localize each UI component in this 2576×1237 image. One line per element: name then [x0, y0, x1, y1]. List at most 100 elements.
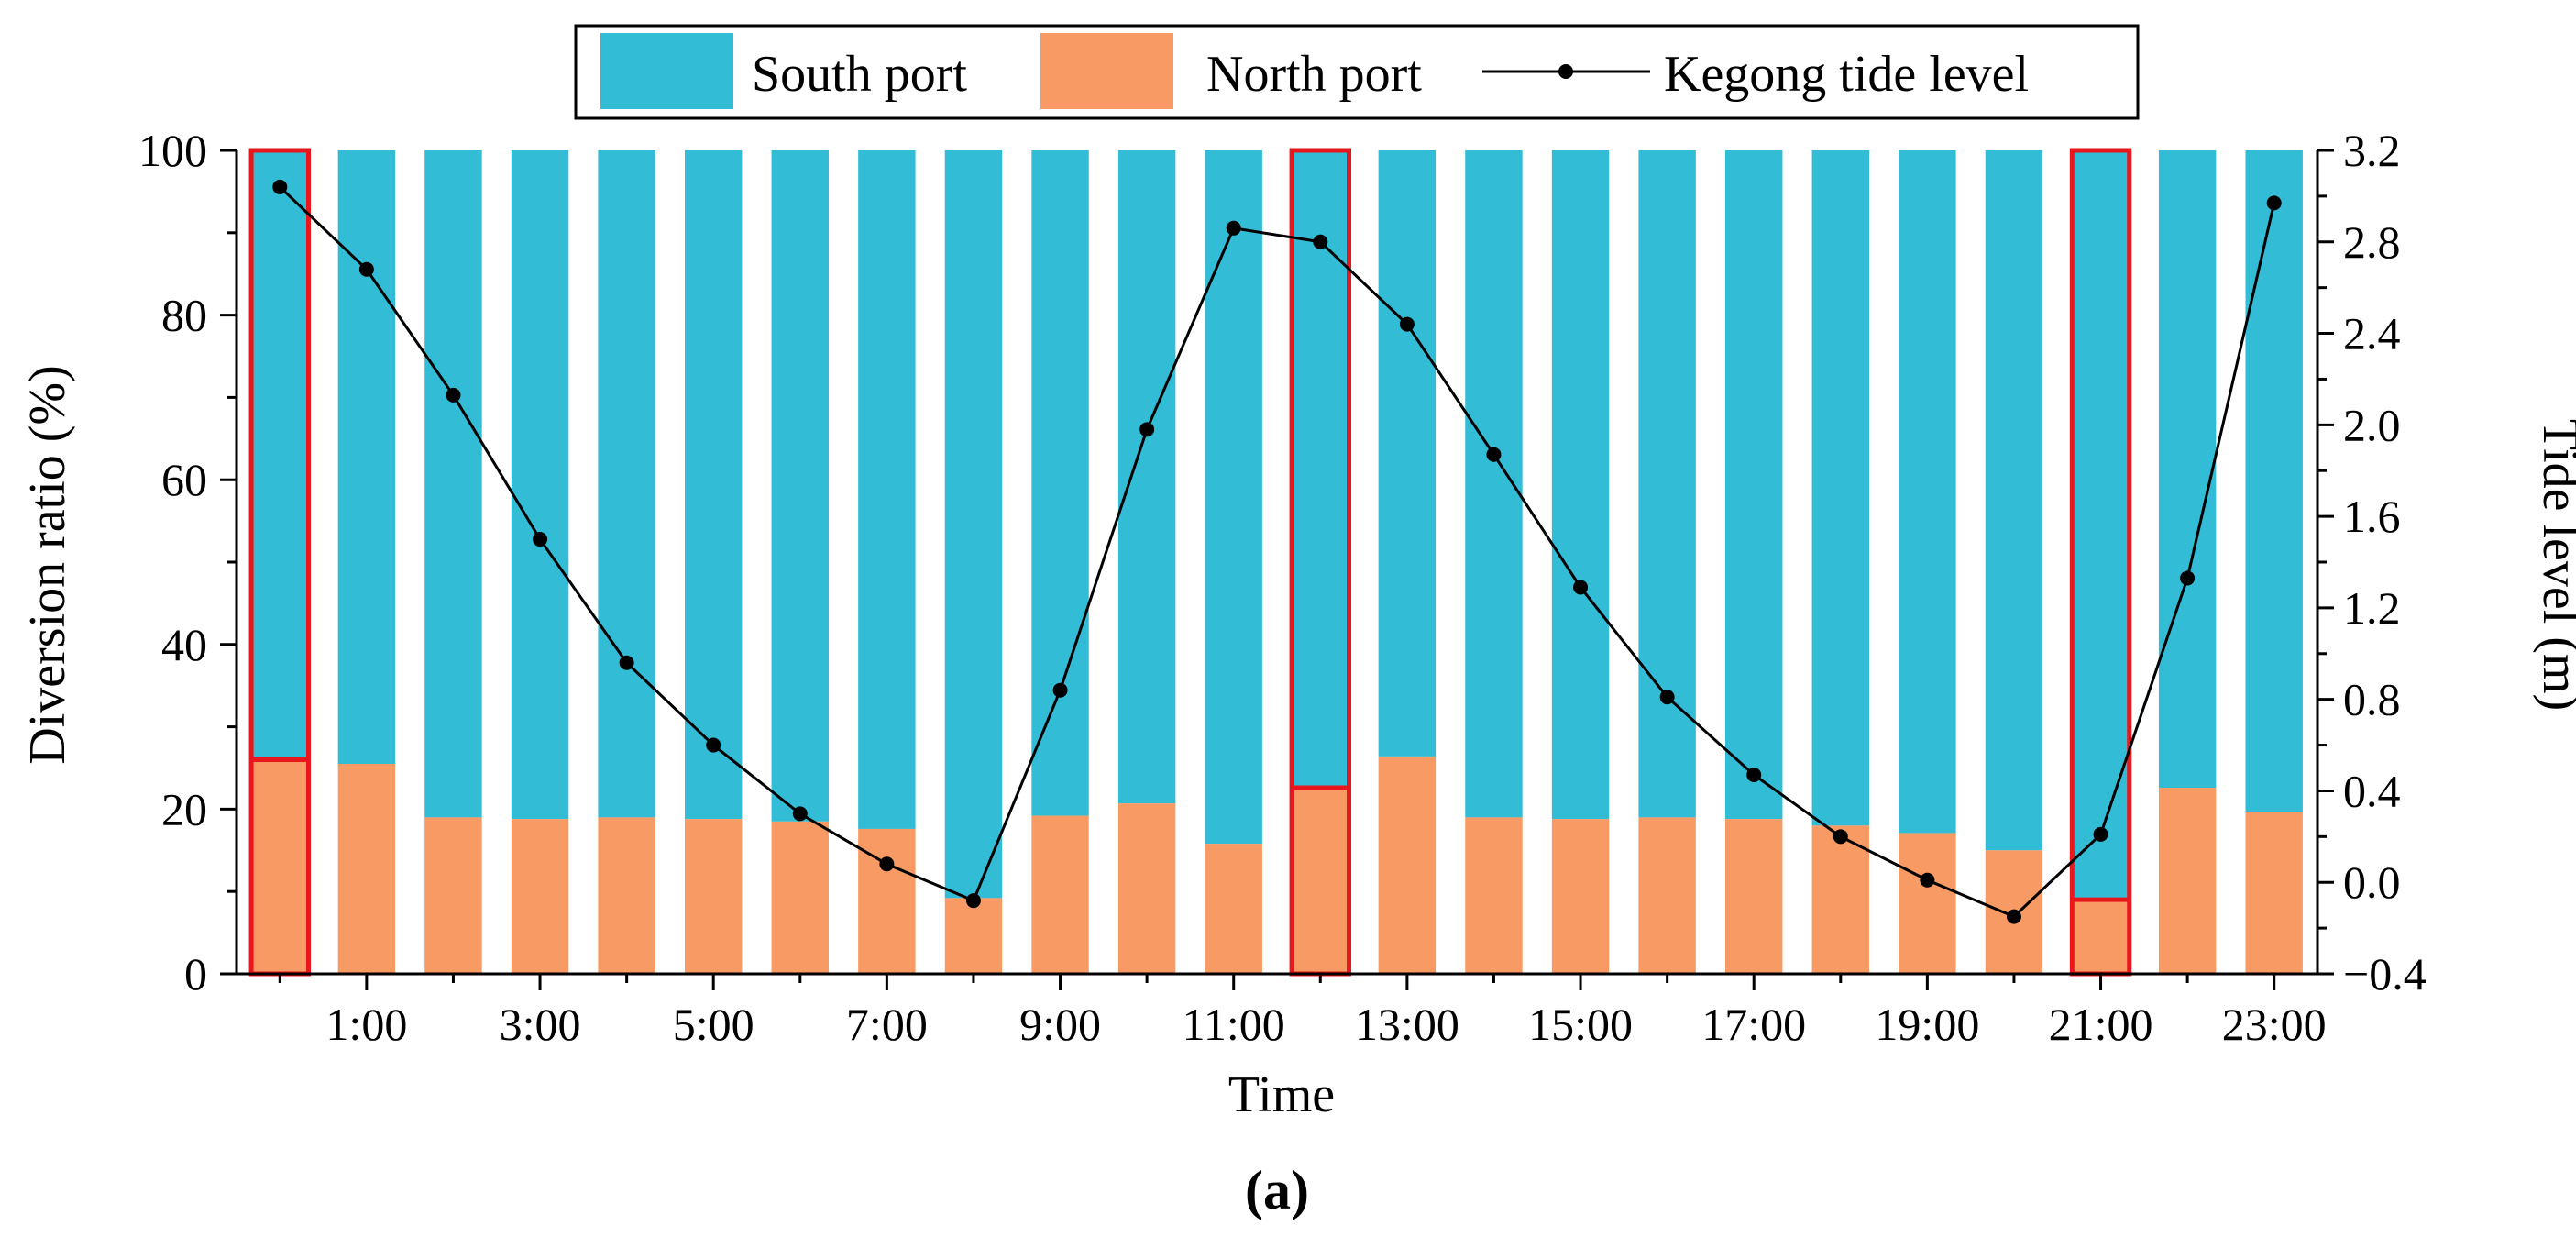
x-tick-label: 13:00 [1355, 999, 1459, 1050]
tide-level-point [358, 261, 374, 277]
y-left-tick-label: 0 [184, 948, 207, 1000]
bar-north-port [1811, 825, 1870, 974]
bar-north-port [1378, 756, 1437, 974]
bar-south-port [424, 150, 482, 818]
x-tick-label: 17:00 [1701, 999, 1806, 1050]
bar-north-port [1551, 819, 1610, 974]
y-right-tick-label: 2.8 [2343, 216, 2401, 268]
tide-level-point [879, 856, 895, 872]
bar-south-port [858, 150, 916, 829]
legend-label-south-port: South port [752, 46, 967, 103]
bar-south-port [2158, 150, 2217, 789]
panel-label: (a) [1245, 1160, 1309, 1220]
bar-south-port [1292, 150, 1349, 789]
bar-north-port [2158, 788, 2217, 974]
y-left-tick-label: 60 [161, 454, 207, 505]
legend-label-tide: Kegong tide level [1664, 46, 2029, 103]
bar-north-port [858, 828, 916, 974]
legend: South port North port Kegong tide level [574, 24, 2140, 120]
bar-north-port [511, 819, 569, 974]
axes-layer: 0 20 40 60 80 100 −0.4 0.0 0.4 0.8 1.2 1.6 2.0 2.4 2.8… [138, 125, 2427, 1050]
x-tick-label: 11:00 [1183, 999, 1285, 1050]
bar-south-port [771, 150, 830, 822]
x-tick-label: 19:00 [1875, 999, 1979, 1050]
x-tick-label: 9:00 [1019, 999, 1101, 1050]
bars-layer [251, 150, 2303, 974]
bar-north-port [1465, 817, 1523, 974]
bar-north-port [771, 821, 830, 974]
tide-level-point [1573, 580, 1589, 595]
tide-level-point [2266, 195, 2282, 211]
y-left-tick-label: 80 [161, 290, 207, 341]
tide-level-point [1920, 872, 1935, 888]
tide-level-line [279, 185, 2276, 919]
tide-level-point [272, 179, 288, 194]
tide-level-point [2093, 826, 2108, 842]
legend-label-north-port: North port [1206, 46, 1422, 103]
bar-north-port [1724, 819, 1783, 974]
bar-north-port [598, 817, 655, 974]
tide-level-point [1486, 447, 1502, 462]
bar-south-port [684, 150, 743, 820]
bar-south-port [2245, 150, 2303, 812]
bar-south-port [944, 150, 1003, 899]
bar-north-port [1638, 817, 1696, 974]
y-right-tick-label: 0.4 [2343, 765, 2401, 816]
bar-north-port [2245, 812, 2303, 974]
bar-north-port [251, 759, 309, 974]
y-left-tick-label: 20 [161, 783, 207, 834]
y-right-tick-label: 0.0 [2343, 856, 2401, 908]
bar-south-port [1551, 150, 1610, 820]
bar-north-port [2072, 900, 2130, 974]
bar-south-port [251, 150, 309, 760]
y-right-tick-label: 2.0 [2343, 399, 2401, 450]
tide-level-point [2180, 570, 2196, 586]
tide-level-point [706, 737, 721, 753]
tide-level-point [1052, 682, 1068, 698]
x-tick-label: 3:00 [500, 999, 581, 1050]
tide-level-point [446, 387, 461, 403]
y-right-tick-label: 1.6 [2343, 491, 2401, 542]
tide-line-layer [272, 179, 2282, 924]
legend-box [574, 24, 2140, 120]
y-axis-left-title: Diversion ratio (%) [19, 365, 76, 764]
y-right-tick-label: 2.4 [2343, 308, 2401, 359]
bar-south-port [1117, 150, 1176, 804]
x-tick-label: 15:00 [1528, 999, 1633, 1050]
bar-north-port [424, 817, 482, 974]
y-left-tick-label: 40 [161, 619, 207, 670]
x-tick-label: 5:00 [673, 999, 754, 1050]
y-axis-right-title: Tide level (m) [2532, 419, 2576, 711]
x-tick-label: 21:00 [2049, 999, 2153, 1050]
y-right-tick-label: −0.4 [2343, 948, 2427, 1000]
bar-south-port [2072, 150, 2130, 900]
bar-south-port [1985, 150, 2043, 851]
bar-south-port [337, 150, 396, 765]
bar-south-port [1378, 150, 1437, 757]
tide-level-point [792, 806, 808, 822]
legend-marker-tide [1558, 64, 1573, 79]
x-tick-label: 1:00 [325, 999, 407, 1050]
tide-level-point [2006, 909, 2021, 924]
y-right-tick-label: 0.8 [2343, 674, 2401, 725]
bar-north-port [1205, 844, 1262, 974]
tide-level-point [1833, 829, 1848, 845]
tide-level-point [1139, 422, 1155, 437]
bar-south-port [598, 150, 655, 818]
bar-north-port [944, 898, 1003, 974]
tide-level-point [1226, 220, 1241, 236]
bar-north-port [1031, 815, 1089, 974]
bar-south-port [511, 150, 569, 820]
bar-south-port [1205, 150, 1262, 845]
tide-level-point [1399, 316, 1415, 332]
tide-level-point [619, 655, 634, 670]
tide-level-point [1746, 767, 1762, 782]
y-right-tick-label: 1.2 [2343, 582, 2401, 634]
bar-north-port [684, 819, 743, 974]
legend-swatch-north-port [1040, 33, 1173, 109]
bar-north-port [1292, 788, 1349, 974]
y-right-tick-label: 3.2 [2343, 125, 2401, 176]
bar-north-port [337, 764, 396, 974]
tide-level-point [533, 532, 548, 547]
